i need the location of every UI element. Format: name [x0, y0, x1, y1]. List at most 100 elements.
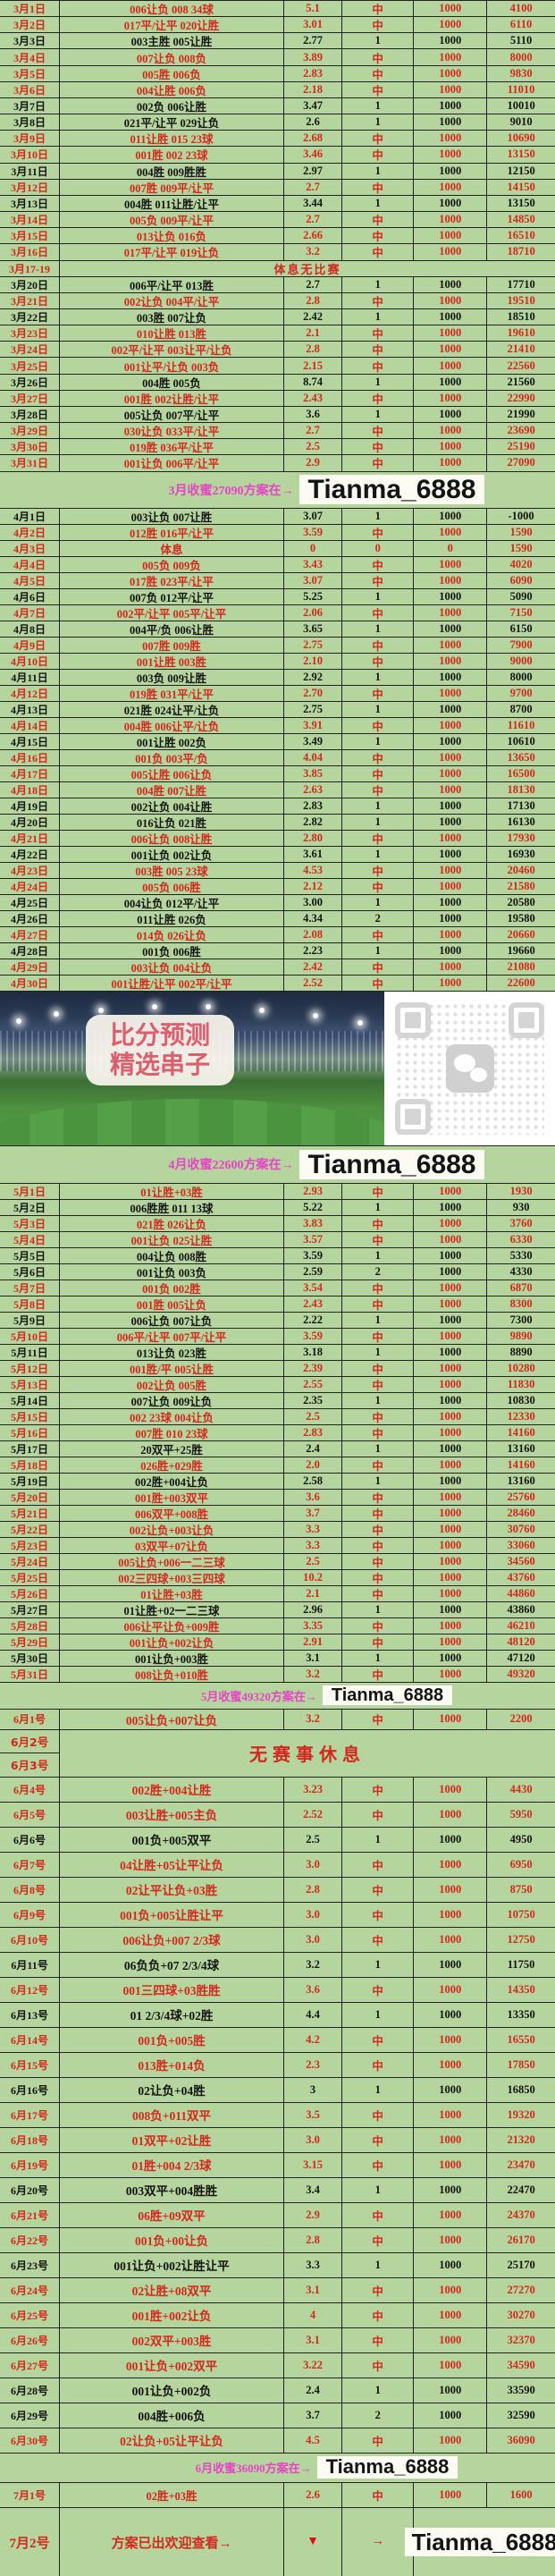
date-cell: 6月20号 [0, 2177, 61, 2202]
stake-cell: 1000 [414, 1585, 488, 1601]
plan-cell: 002让负 004平/让平 [60, 292, 284, 308]
table-row: 3月22日 003胜 007让负 2.42 1 1000 18510 [0, 308, 555, 326]
stake-cell: 1000 [414, 1247, 488, 1263]
odds-cell: 3.49 [284, 733, 343, 749]
table-row: 3月1日 006让负 008 34球 5.1 中 1000 4100 [0, 1, 555, 18]
plan-cell: 02胜+03胜 [60, 2482, 284, 2507]
rest-note-text: 体息无比赛 [273, 262, 341, 276]
amount-cell: 33590 [507, 2383, 535, 2396]
date-cell: 3月29日 [0, 423, 61, 439]
contact-handle[interactable]: Tianma_6888 [404, 2527, 555, 2557]
contact-handle[interactable]: Tianma_6888 [322, 1685, 453, 1706]
odds-cell: 3.3 [284, 1521, 343, 1537]
plan-cell: 013让负 016负 [60, 228, 284, 244]
result-cell: 中 [342, 1617, 415, 1634]
date-cell: 6月3号 [10, 1759, 49, 1773]
odds-cell: 3.6 [284, 406, 343, 423]
plan-cell: 20双平+25胜 [60, 1440, 284, 1457]
plan-cell: 06负负+07 2/3/4球 [60, 1952, 284, 1977]
date-cell: 4月1日 [0, 508, 61, 524]
table-row: 6月1号 005让负+007让负 3.2 中 1000 2200 [0, 1709, 555, 1730]
amount-cell: 5110 [509, 34, 533, 47]
stake-cell: 1000 [414, 1666, 488, 1682]
plan-cell: 002让负 004让胜 [60, 798, 284, 814]
amount-cell: 11010 [507, 82, 535, 96]
stake-cell: 1000 [414, 1473, 488, 1489]
table-row: 4月6日 007负 012平/让平 5.25 1 1000 5090 [0, 588, 555, 605]
table-row: 4月12日 019胜 031平/让平 2.70 中 1000 9700 [0, 685, 555, 702]
table-row: 6月9号 001负+005让胜让平 3.0 中 1000 10750 [0, 1902, 555, 1928]
date-cell: 5月24日 [0, 1553, 61, 1569]
contact-handle[interactable]: Tianma_6888 [299, 475, 485, 505]
odds-cell: 2.93 [284, 1183, 343, 1199]
amount-cell: 14350 [507, 1982, 535, 1996]
odds-cell: 3.59 [284, 1247, 343, 1263]
stake-cell: 1000 [414, 2152, 488, 2177]
stake-cell: 1000 [414, 147, 488, 163]
plan-cell: 021胜 026让负 [60, 1215, 284, 1231]
plan-cell: 002让负 005胜 [60, 1376, 284, 1392]
result-cell: 中 [342, 342, 415, 358]
odds-cell: 10.2 [284, 1569, 343, 1585]
odds-cell: 2.66 [284, 228, 343, 244]
odds-cell: 3.1 [284, 2327, 343, 2352]
stake-cell: 1000 [414, 1634, 488, 1650]
odds-cell: 3.3 [284, 1537, 343, 1553]
stake-cell: 1000 [414, 1569, 488, 1585]
plan-cell: 001胜+002让负 [60, 2302, 284, 2327]
amount-cell: 19320 [507, 2107, 535, 2121]
date-cell: 4月25日 [0, 894, 61, 910]
stake-cell: 1000 [414, 1977, 488, 2002]
promo-banner: 比分预测 精选串子 [0, 991, 555, 1146]
plan-cell: 001负+005双平 [60, 1827, 284, 1852]
stake-cell: 1000 [414, 308, 488, 325]
date-cell: 3月6日 [0, 81, 61, 97]
summary-label: 5月收蜜49320方案在→ [200, 1689, 317, 1703]
odds-cell: 2.58 [284, 1473, 343, 1489]
table-row: 3月12日 007胜 009平/让平 2.7 中 1000 14150 [0, 179, 555, 196]
monthly-summary-row: 3月收蜜27090方案在→ Tianma_6888 [0, 471, 555, 509]
result-cell: 中 [342, 2127, 415, 2152]
result-cell: 1 [342, 798, 415, 814]
stake-cell: 1000 [414, 212, 488, 228]
contact-handle[interactable]: Tianma_6888 [316, 2456, 458, 2479]
table-row: 5月11日 013让负 023胜 3.18 1 1000 8890 [0, 1344, 555, 1361]
plan-cell: 001让负 003负 [60, 1263, 284, 1280]
plan-cell: 004胜 011让胜/让平 [60, 195, 284, 212]
date-cell: 5月28日 [0, 1617, 61, 1634]
table-row: 5月6日 001让负 003负 2.59 2 1000 4330 [0, 1263, 555, 1280]
table-row: 6月30号 02让负+05让平让负 4.5 中 1000 36090 [0, 2428, 555, 2454]
odds-cell: 2.7 [284, 179, 343, 195]
date-cell: 3月12日 [0, 179, 61, 195]
amount-cell: 20580 [507, 895, 535, 908]
date-cell: 3月26日 [0, 374, 61, 390]
odds-cell: 2.92 [284, 669, 343, 685]
date-cell: 3月11日 [0, 163, 61, 179]
amount-cell: 6950 [509, 1857, 533, 1871]
date-cell: 6月11号 [0, 1952, 61, 1977]
result-cell: 中 [342, 556, 415, 572]
amount-cell: 21580 [507, 879, 535, 892]
amount-cell: 7900 [509, 638, 533, 651]
plan-cell: 002胜+004让负 [60, 1473, 284, 1489]
plan-cell: 02让负+04胜 [60, 2077, 284, 2102]
table-row: 6月16号 02让负+04胜 3 1 1000 16850 [0, 2077, 555, 2103]
monthly-summary-row: 5月收蜜49320方案在→ Tianma_6888 [0, 1682, 555, 1710]
amount-cell: 13160 [507, 1474, 535, 1487]
plan-cell: 001胜+003双平 [60, 1489, 284, 1505]
contact-handle[interactable]: Tianma_6888 [299, 1149, 485, 1179]
stake-cell: 1000 [414, 406, 488, 423]
odds-cell: 3.3 [284, 2252, 343, 2277]
plan-cell: 005让负+006一二三球 [60, 1553, 284, 1569]
amount-cell: 9700 [509, 686, 533, 699]
plan-cell: 011让胜 026负 [60, 910, 284, 926]
stake-cell: 1000 [414, 685, 488, 701]
odds-cell: 3.54 [284, 1280, 343, 1296]
amount-cell: 33060 [507, 1538, 535, 1551]
amount-cell: 1930 [509, 1184, 533, 1197]
stake-cell: 1000 [414, 1376, 488, 1392]
stadium-light-icon [259, 1007, 265, 1013]
stake-cell: 1000 [414, 1709, 488, 1729]
amount-cell: 47120 [507, 1651, 535, 1664]
odds-cell: 3.23 [284, 1777, 343, 1802]
